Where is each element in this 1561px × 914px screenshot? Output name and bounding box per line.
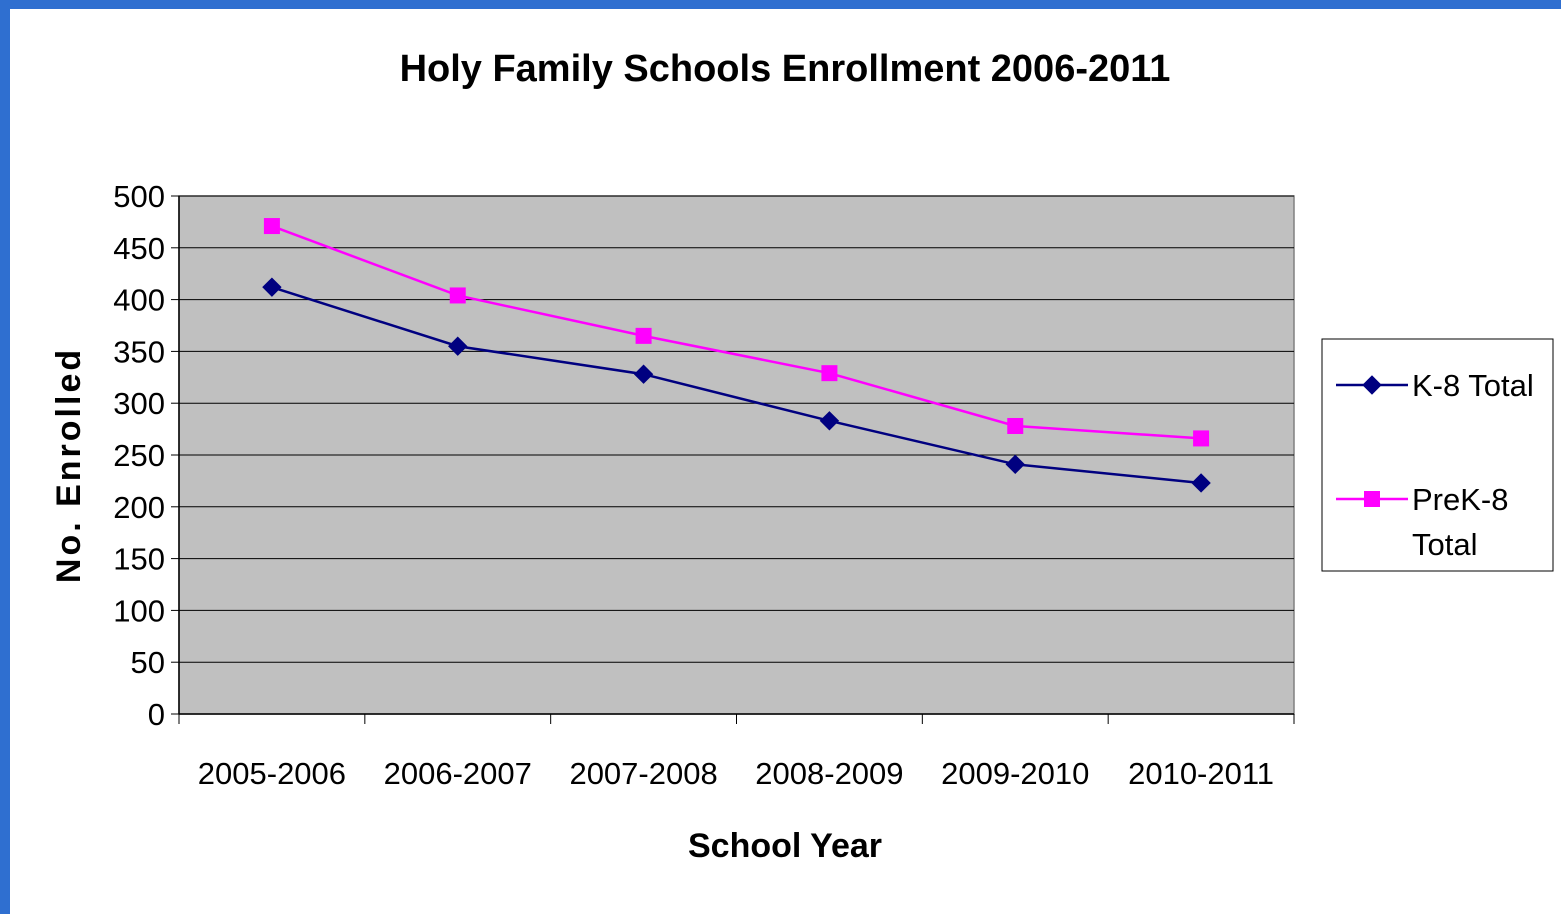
legend-marker — [1364, 491, 1380, 507]
series-group — [262, 218, 1211, 493]
y-tick-label: 250 — [113, 438, 165, 473]
x-axis-title: School Year — [688, 827, 882, 865]
k8-data-point — [1005, 454, 1025, 475]
legend-marker — [1362, 375, 1382, 395]
legend: K-8 Total PreK-8 Total — [1321, 338, 1554, 572]
y-tick-label: 0 — [148, 697, 165, 732]
prek8-data-point — [449, 287, 466, 304]
k8-data-point — [633, 364, 654, 384]
y-tick-label: 100 — [113, 593, 165, 628]
prek8-data-point — [635, 327, 652, 344]
x-tick-label: 2009-2010 — [941, 756, 1089, 791]
k8-data-point — [262, 277, 282, 297]
x-tick-label: 2007-2008 — [569, 756, 717, 791]
x-tick-label: 2008-2009 — [755, 756, 903, 791]
legend-box — [1321, 338, 1554, 572]
chart-title: Holy Family Schools Enrollment 2006-2011 — [400, 48, 1171, 90]
gridlines — [179, 195, 1294, 663]
y-tick-label: 400 — [113, 283, 165, 318]
y-tick-label: 500 — [113, 179, 165, 214]
prek8-data-point — [1193, 430, 1210, 447]
legend-label: Total — [1412, 527, 1477, 562]
prek8-data-point — [821, 365, 838, 382]
x-tick-label: 2006-2007 — [384, 756, 532, 791]
y-tick-label: 450 — [113, 231, 165, 266]
chart-frame: Holy Family Schools Enrollment 2006-2011… — [10, 9, 1561, 914]
legend-label: PreK-8 — [1412, 482, 1508, 517]
enrollment-line-chart: Holy Family Schools Enrollment 2006-2011… — [50, 48, 1554, 865]
y-axis-ticks: 0 50 100 150 200 250 300 350 400 450 500 — [113, 179, 179, 732]
x-tick-label: 2005-2006 — [198, 756, 346, 791]
prek8-data-point — [1007, 417, 1024, 434]
series-line — [271, 285, 1202, 485]
legend-label: K-8 Total — [1412, 368, 1534, 403]
k8-data-point — [819, 411, 840, 431]
x-axis-ticks: 2005-2006 2006-2007 2007-2008 2008-2009 2009… — [178, 714, 1295, 791]
k8-data-point — [1191, 473, 1211, 493]
k8-data-point — [448, 336, 468, 356]
y-tick-label: 200 — [113, 490, 165, 525]
y-axis-title: No. Enrolled — [50, 347, 88, 583]
x-tick-label: 2010-2011 — [1128, 756, 1274, 791]
y-tick-label: 350 — [113, 334, 165, 369]
series-line — [271, 224, 1202, 440]
prek8-data-point — [263, 218, 280, 235]
y-tick-label: 300 — [113, 386, 165, 421]
y-tick-label: 150 — [113, 542, 165, 577]
y-tick-label: 50 — [131, 645, 165, 680]
